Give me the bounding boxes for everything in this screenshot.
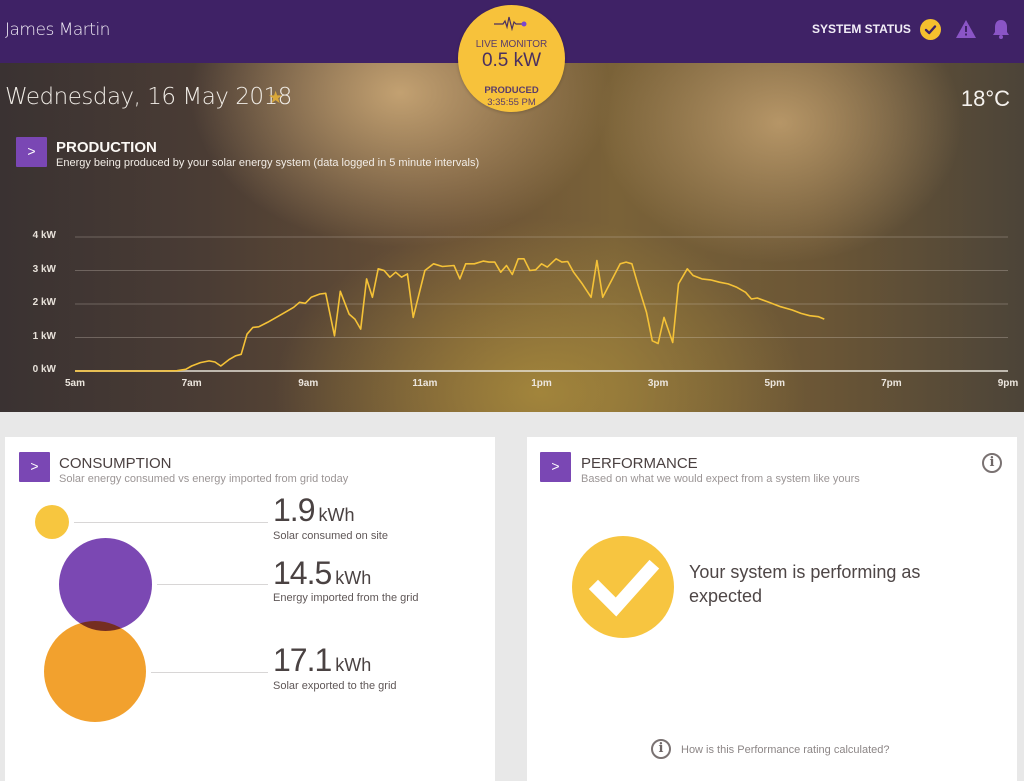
consumption-subtitle: Solar energy consumed vs energy imported… — [59, 473, 349, 485]
performance-subtitle: Based on what we would expect from a sys… — [581, 473, 860, 485]
system-status-label[interactable]: SYSTEM STATUS — [812, 22, 911, 36]
leader-line — [74, 522, 268, 523]
leader-line — [157, 584, 268, 585]
performance-title: PERFORMANCE — [581, 455, 698, 472]
pulse-icon — [494, 16, 527, 31]
performance-check-icon — [572, 536, 674, 638]
warning-icon[interactable] — [955, 18, 977, 40]
grid-imported-circle — [59, 538, 152, 631]
performance-expand-button[interactable]: > — [540, 452, 571, 482]
live-monitor-value: 0.5 kW — [481, 50, 542, 71]
x-axis-label: 3pm — [647, 378, 669, 389]
y-axis-label: 3 kW — [32, 263, 56, 275]
solar-consumed-value: 1.9 kWh — [273, 492, 355, 528]
production-series-line — [75, 257, 825, 372]
solar-exported-value: 17.1 kWh — [273, 642, 372, 678]
bell-icon[interactable] — [990, 18, 1012, 40]
current-date: Wednesday, 16 May 2018 — [5, 84, 292, 110]
x-axis-label: 7pm — [881, 378, 902, 389]
solar-consumed-circle — [35, 505, 69, 539]
leader-line — [151, 672, 268, 673]
produced-time: 3:35:55 PM — [487, 97, 536, 108]
y-axis-label: 2 kW — [32, 297, 56, 308]
performance-calculation-link[interactable]: How is this Performance rating calculate… — [681, 744, 890, 756]
info-icon[interactable]: i — [651, 739, 671, 759]
check-circle-icon[interactable] — [920, 19, 941, 40]
x-axis-label: 5pm — [764, 378, 786, 389]
hero-background — [0, 63, 1024, 412]
user-name[interactable]: James Martin — [5, 20, 110, 40]
grid-imported-label: Energy imported from the grid — [273, 592, 419, 604]
x-axis-label: 9pm — [997, 378, 1019, 389]
star-icon[interactable]: ★ — [268, 88, 284, 107]
production-expand-button[interactable]: > — [16, 137, 47, 167]
production-subtitle: Energy being produced by your solar ener… — [56, 157, 480, 169]
x-axis-label: 11am — [412, 378, 438, 389]
production-chart[interactable]: 0 kW 1 kW 2 kW 3 kW 4 kW 5am 7am 9am 11am 1pm 3pm 5… — [0, 220, 1024, 400]
production-title: PRODUCTION — [56, 139, 157, 156]
consumption-expand-button[interactable]: > — [19, 452, 50, 482]
x-axis-label: 1pm — [531, 378, 552, 389]
live-monitor-label: LIVE MONITOR — [475, 39, 548, 50]
y-axis-label: 1 kW — [32, 330, 56, 342]
solar-consumed-label: Solar consumed on site — [273, 530, 388, 542]
live-monitor-badge[interactable]: LIVE MONITOR 0.5 kW PRODUCED 3:35:55 PM — [458, 5, 565, 112]
x-axis-label: 7am — [181, 378, 202, 389]
x-axis-label: 9am — [298, 378, 319, 389]
production-line-chart — [75, 236, 1008, 372]
temperature: 18°C — [960, 86, 1010, 111]
x-axis-label: 5am — [64, 378, 86, 389]
info-icon[interactable]: i — [982, 453, 1002, 473]
solar-exported-label: Solar exported to the grid — [273, 680, 397, 692]
y-axis-label: 0 kW — [32, 364, 56, 375]
solar-exported-circle — [44, 621, 146, 722]
consumption-title: CONSUMPTION — [59, 455, 172, 472]
grid-imported-value: 14.5 kWh — [273, 555, 372, 591]
y-axis-label: 4 kW — [32, 230, 56, 241]
performance-status-text: Your system is performing as expected — [689, 562, 921, 606]
produced-label: PRODUCED — [484, 85, 539, 96]
